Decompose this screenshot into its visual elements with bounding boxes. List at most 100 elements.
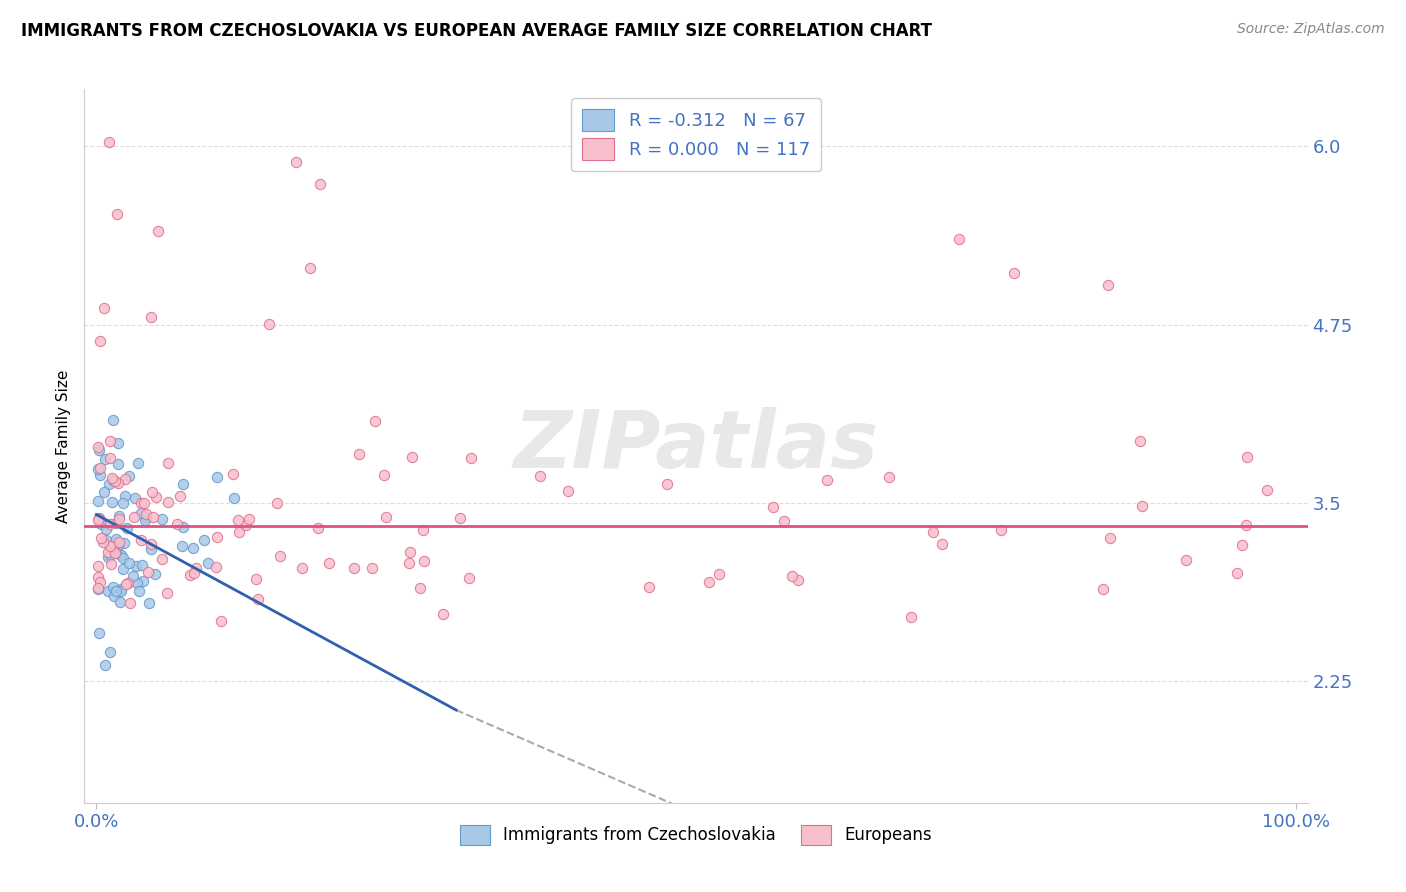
Point <box>458 571 481 585</box>
Point <box>179 567 201 582</box>
Point <box>94 523 117 537</box>
Point <box>94 658 117 673</box>
Point <box>990 523 1012 537</box>
Point <box>1132 499 1154 513</box>
Point <box>172 476 194 491</box>
Point <box>93 451 115 466</box>
Point <box>124 491 146 505</box>
Point <box>373 467 395 482</box>
Point <box>89 574 111 589</box>
Point <box>557 483 579 498</box>
Point <box>105 516 128 531</box>
Point <box>129 533 152 547</box>
Point <box>105 541 128 555</box>
Point <box>291 561 314 575</box>
Point <box>128 584 150 599</box>
Point <box>209 614 232 628</box>
Point <box>86 581 108 595</box>
Point <box>124 510 146 524</box>
Point <box>104 475 127 489</box>
Point <box>86 513 108 527</box>
Point <box>349 447 371 461</box>
Point <box>245 572 267 586</box>
Point <box>343 560 366 574</box>
Point <box>449 511 471 525</box>
Point <box>1174 553 1197 567</box>
Point <box>772 514 794 528</box>
Text: Source: ZipAtlas.com: Source: ZipAtlas.com <box>1237 22 1385 37</box>
Point <box>87 461 110 475</box>
Point <box>98 517 121 532</box>
Point <box>101 495 124 509</box>
Point <box>135 507 157 521</box>
Point <box>139 537 162 551</box>
Point <box>398 556 420 570</box>
Point <box>87 626 110 640</box>
Point <box>238 512 260 526</box>
Point <box>112 536 135 550</box>
Point <box>157 495 180 509</box>
Point <box>125 558 148 573</box>
Point <box>1226 566 1249 580</box>
Point <box>87 570 110 584</box>
Point <box>127 456 149 470</box>
Point <box>110 582 132 597</box>
Point <box>602 140 624 154</box>
Point <box>107 475 129 490</box>
Point <box>1097 277 1119 292</box>
Point <box>247 591 270 606</box>
Point <box>131 558 153 572</box>
Point <box>221 467 243 481</box>
Point <box>93 485 115 500</box>
Point <box>150 512 173 526</box>
Point <box>205 469 228 483</box>
Point <box>1236 450 1258 464</box>
Point <box>817 473 839 487</box>
Point <box>90 516 112 531</box>
Y-axis label: Average Family Size: Average Family Size <box>56 369 72 523</box>
Point <box>101 471 124 485</box>
Point <box>707 566 730 581</box>
Point <box>170 539 193 553</box>
Point <box>104 583 127 598</box>
Point <box>98 539 121 553</box>
Point <box>205 560 228 574</box>
Point <box>139 542 162 557</box>
Point <box>184 561 207 575</box>
Point <box>98 645 121 659</box>
Point <box>172 520 194 534</box>
Point <box>401 450 423 465</box>
Point <box>98 434 121 448</box>
Point <box>89 442 111 457</box>
Point <box>166 517 188 532</box>
Point <box>131 574 153 588</box>
Point <box>110 583 132 598</box>
Point <box>114 472 136 486</box>
Point <box>638 580 661 594</box>
Point <box>413 554 436 568</box>
Point <box>101 473 124 487</box>
Point <box>103 541 125 555</box>
Point <box>318 557 340 571</box>
Point <box>115 521 138 535</box>
Point <box>156 585 179 599</box>
Point <box>398 544 420 558</box>
Point <box>181 541 204 555</box>
Point <box>93 301 115 316</box>
Point <box>269 549 291 563</box>
Point <box>89 334 111 348</box>
Point <box>89 468 111 483</box>
Point <box>111 562 134 576</box>
Point <box>118 469 141 483</box>
Point <box>780 568 803 582</box>
Point <box>103 589 125 603</box>
Point <box>118 556 141 570</box>
Point <box>86 494 108 508</box>
Point <box>145 490 167 504</box>
Point <box>107 436 129 450</box>
Point <box>100 557 122 571</box>
Point <box>87 558 110 573</box>
Point <box>308 177 330 191</box>
Point <box>1098 531 1121 545</box>
Point <box>460 450 482 465</box>
